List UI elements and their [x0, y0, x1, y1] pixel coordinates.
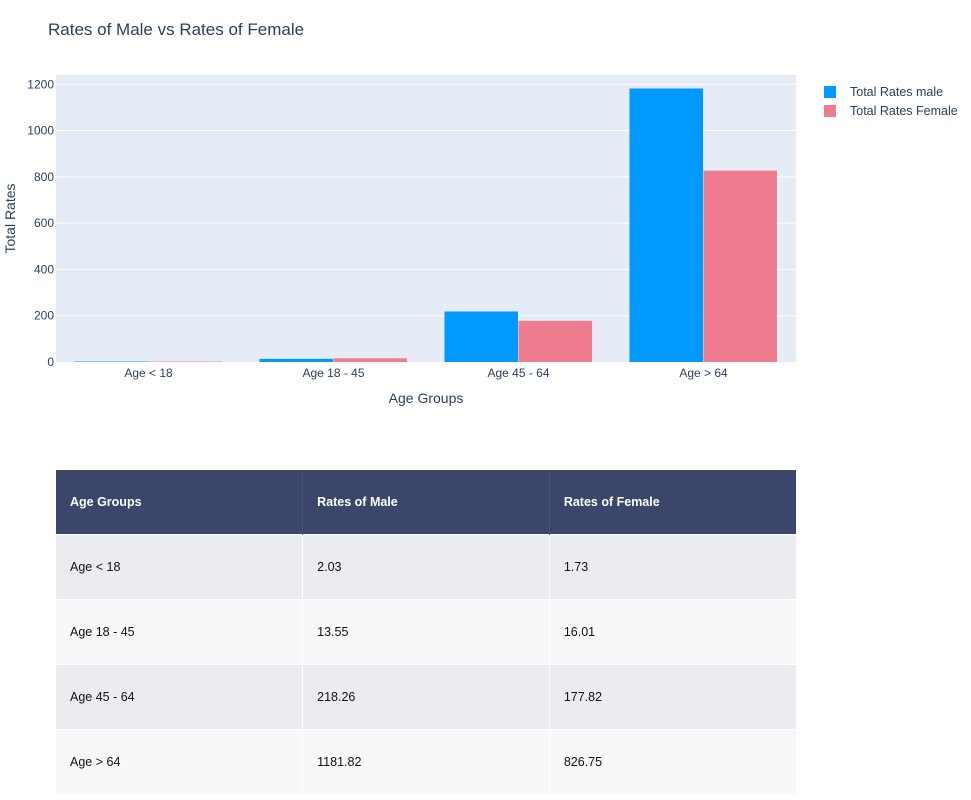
- bar-male[interactable]: [629, 88, 704, 363]
- y-tick-label: 0: [47, 355, 54, 369]
- bar-female[interactable]: [518, 320, 593, 362]
- table-cell: 218.26: [302, 664, 550, 730]
- table-header-row: Age Groups Rates of Male Rates of Female: [56, 470, 796, 535]
- x-tick-label: Age > 64: [679, 366, 728, 380]
- x-axis-label: Age Groups: [389, 390, 464, 406]
- table-row: Age > 64 1181.82 826.75: [56, 729, 796, 795]
- table-row: Age 18 - 45 13.55 16.01: [56, 599, 796, 665]
- y-tick-label: 200: [34, 309, 54, 323]
- y-tick-label: 600: [34, 216, 54, 230]
- x-tick-label: Age 18 - 45: [302, 366, 364, 380]
- table-cell: 1.73: [549, 534, 796, 600]
- table-cell: 1181.82: [302, 729, 550, 795]
- table-cell: Age 18 - 45: [56, 599, 304, 665]
- legend-item-female[interactable]: Total Rates Female: [824, 101, 958, 120]
- table-cell: Age 45 - 64: [56, 664, 304, 730]
- y-tick-label: 1200: [27, 77, 54, 91]
- table-cell: Age < 18: [56, 534, 304, 600]
- table-cell: 16.01: [549, 599, 796, 665]
- table-header-cell: Age Groups: [56, 470, 304, 535]
- legend-item-male[interactable]: Total Rates male: [824, 82, 958, 101]
- x-tick-label: Age < 18: [124, 366, 173, 380]
- chart-title: Rates of Male vs Rates of Female: [48, 20, 305, 39]
- y-tick-label: 800: [34, 170, 54, 184]
- bar-male[interactable]: [259, 358, 334, 362]
- table-cell: 13.55: [302, 599, 550, 665]
- table-cell: Age > 64: [56, 729, 304, 795]
- y-tick-label: 400: [34, 262, 54, 276]
- table-header-cell: Rates of Male: [302, 470, 550, 535]
- table-cell: 177.82: [549, 664, 796, 730]
- table-header-cell: Rates of Female: [549, 470, 796, 535]
- legend: Total Rates male Total Rates Female: [824, 82, 958, 120]
- legend-label-male: Total Rates male: [850, 84, 944, 99]
- bar-female[interactable]: [703, 170, 778, 362]
- x-tick-label: Age 45 - 64: [487, 366, 549, 380]
- y-axis-label: Total Rates: [2, 183, 18, 253]
- table-row: Age 45 - 64 218.26 177.82: [56, 664, 796, 730]
- bar-male[interactable]: [444, 311, 519, 362]
- table-cell: 826.75: [549, 729, 796, 795]
- legend-swatch-male: [824, 85, 836, 98]
- table-cell: 2.03: [302, 534, 550, 600]
- table-row: Age < 18 2.03 1.73: [56, 534, 796, 600]
- legend-swatch-female: [824, 104, 836, 117]
- y-tick-label: 1000: [27, 124, 54, 138]
- bar-female[interactable]: [333, 358, 408, 362]
- bar-chart: 0 200 400 600 800 1000 1200 Age < 18 Age 18 - 4…: [2, 75, 796, 406]
- legend-label-female: Total Rates Female: [850, 103, 958, 118]
- data-table: Age Groups Rates of Male Rates of Female…: [56, 470, 796, 795]
